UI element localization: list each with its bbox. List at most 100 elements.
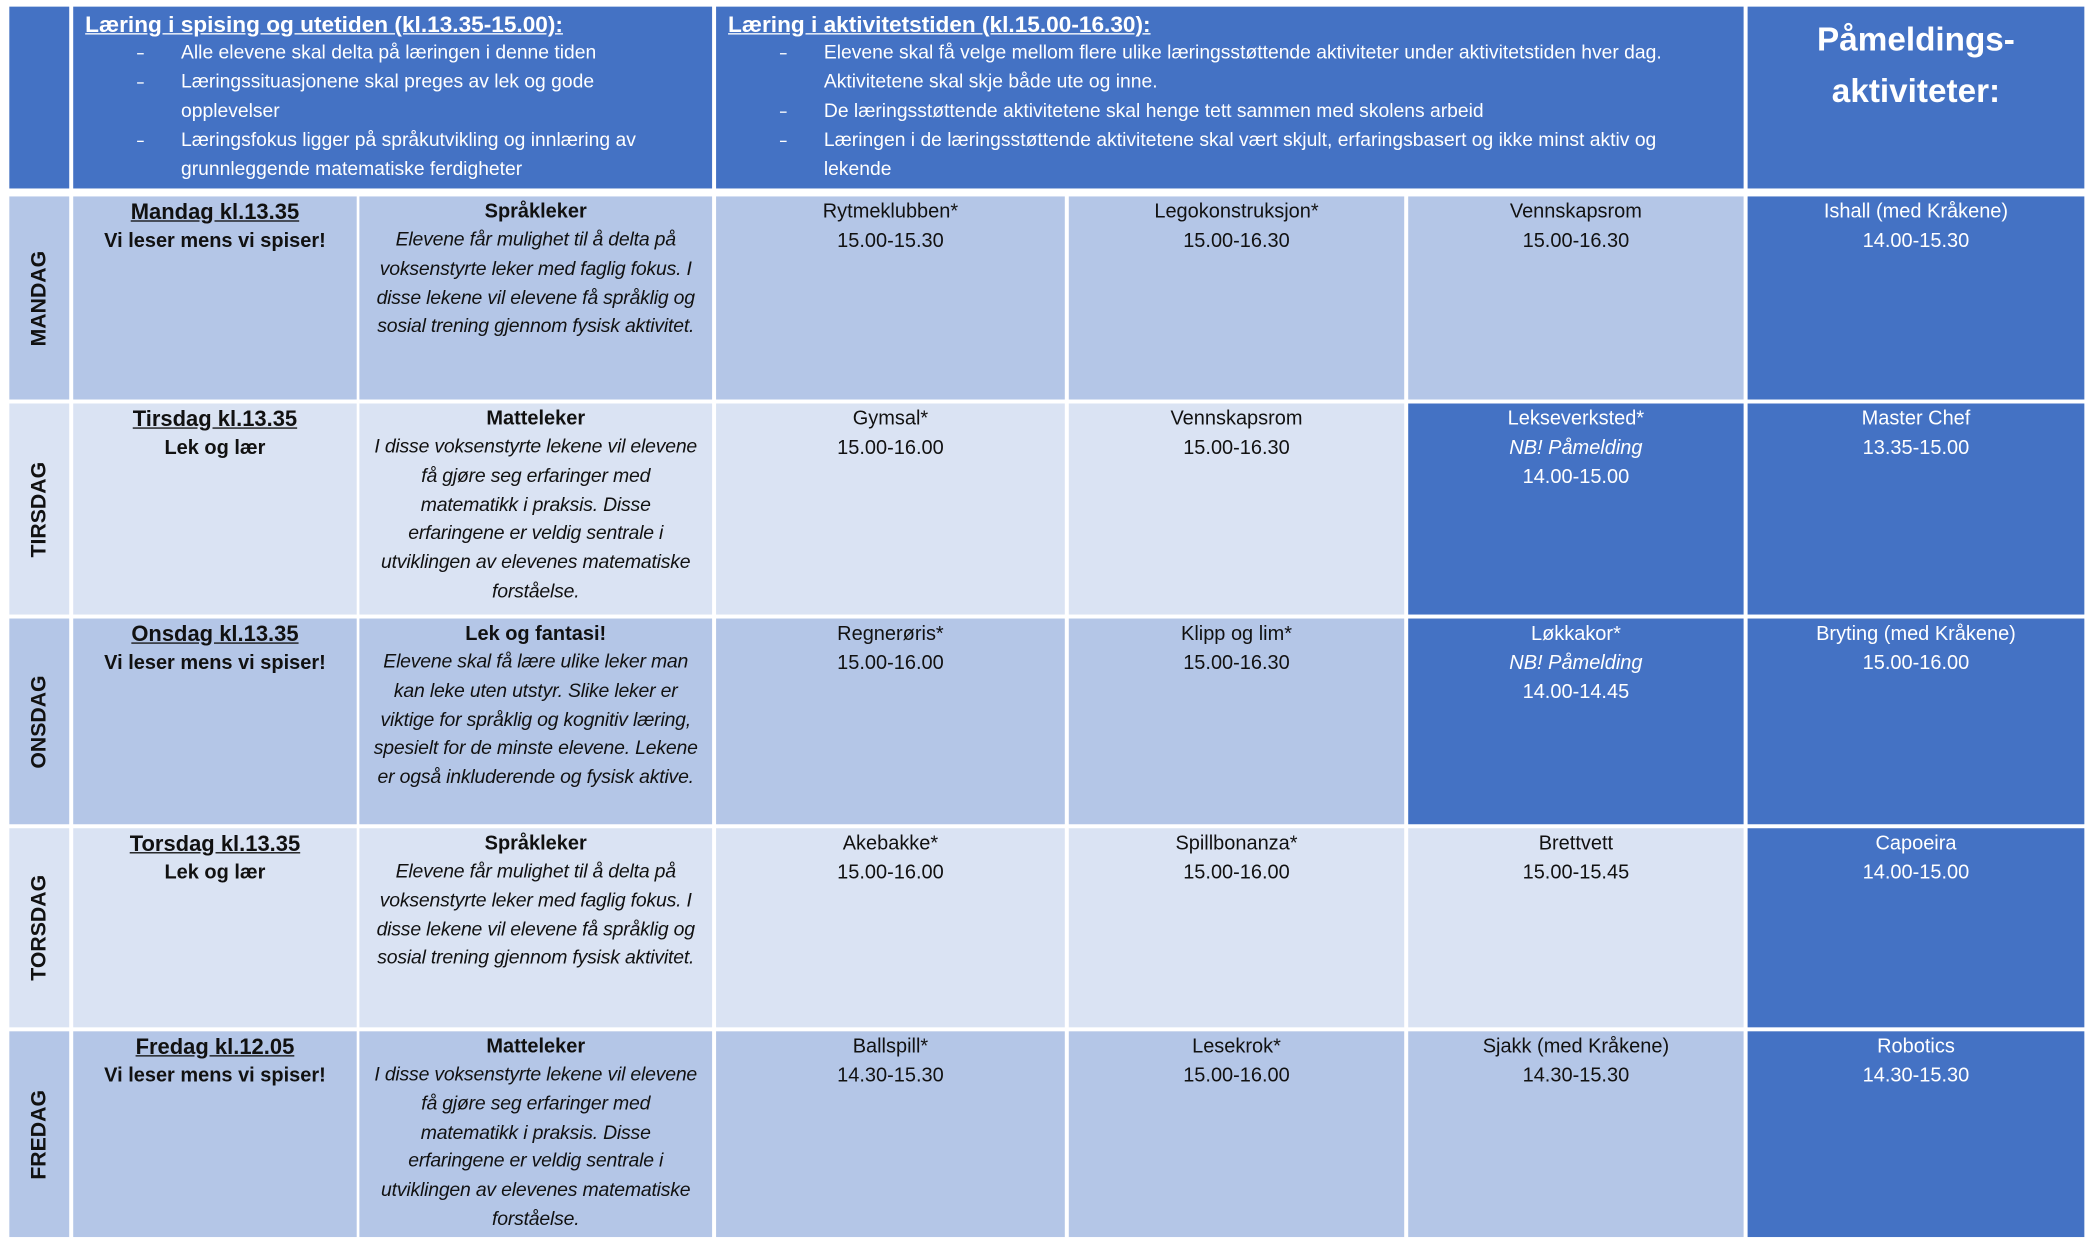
lesson-title: Matteleker [486, 1035, 586, 1058]
time-note: Lek og lær [164, 436, 266, 460]
signup-name: Master Chef [1861, 407, 1971, 431]
activity-name: Gymsal* [852, 407, 929, 431]
time-title: Onsdag kl.13.35 [131, 622, 299, 647]
activity-name: Brettvett [1538, 832, 1614, 855]
activity-name: Lekseverksted* [1507, 407, 1645, 431]
signup-title-line: aktiviteter: [1831, 73, 2001, 111]
activity-cell: Lesekrok* 15.00-16.00 [1068, 1031, 1405, 1238]
lesson-cell: Språkleker Elevene får mulighet til å del… [359, 828, 713, 1028]
time-title: Tirsdag kl.13.35 [132, 407, 298, 432]
bullet-item: Læringssituasjonene skal preges av lek o… [73, 68, 712, 126]
time-title: Torsdag kl.13.35 [129, 832, 301, 857]
activity-time: 15.00-16.30 [1522, 229, 1630, 253]
activity-name: Legokonstruksjon* [1154, 200, 1319, 223]
activity-time: 14.30-15.30 [1522, 1064, 1630, 1088]
signup-name: Bryting (med Kråkene) [1816, 622, 2016, 646]
header-corner [9, 6, 70, 189]
activity-time: 15.00-16.30 [1183, 436, 1290, 460]
lesson-cell: Språkleker Elevene får mulighet til å del… [359, 196, 713, 400]
day-label: FREDAG [27, 1089, 50, 1180]
lesson-title: Språkleker [484, 832, 587, 855]
activity-cell: Løkkakor* NB! Påmelding 14.00-14.45 [1408, 618, 1744, 825]
bullet-text: Læringen i de læringsstøttende aktivitet… [823, 130, 1657, 181]
day-cell: FREDAG [9, 1031, 70, 1238]
signup-cell: Bryting (med Kråkene) 15.00-16.00 [1747, 618, 2085, 825]
activity-name: Rytmeklubben* [822, 200, 959, 223]
time-title: Fredag kl.12.05 [135, 1035, 295, 1060]
bullet-dash [137, 140, 144, 143]
activity-cell: Lekseverksted* NB! Påmelding 14.00-15.00 [1408, 403, 1744, 615]
time-note: Lek og lær [164, 861, 266, 884]
signup-title-line: Påmeldings- [1817, 21, 2015, 59]
signup-time: 14.00-15.30 [1862, 229, 1970, 253]
bullet-dash [779, 53, 787, 55]
signup-cell: Ishall (med Kråkene) 14.00-15.30 [1747, 196, 2085, 400]
day-cell: TORSDAG [9, 828, 70, 1028]
activity-name: Spillbonanza* [1175, 832, 1298, 855]
activity-cell: Rytmeklubben* 15.00-15.30 [716, 196, 1065, 400]
day-label: TORSDAG [27, 874, 50, 981]
time-cell: Tirsdag kl.13.35 Lek og lær [73, 403, 357, 615]
day-label: TIRSDAG [27, 461, 50, 557]
activity-cell: Legokonstruksjon* 15.00-16.30 [1068, 196, 1405, 400]
signup-header: Påmeldings-aktiviteter: [1747, 6, 2085, 189]
activity-cell: Vennskapsrom 15.00-16.30 [1068, 403, 1405, 615]
bullet-item: De læringsstøttende aktivitetene skal he… [716, 97, 1744, 126]
lesson-text: I disse voksenstyrte lekene vil elevene … [374, 1064, 698, 1231]
activity-name: Løkkakor* [1530, 622, 1621, 646]
header-column: Læring i aktivitetstiden (kl.15.00-16.30… [716, 6, 1744, 189]
lesson-cell: Lek og fantasi! Elevene skal få lære ulik… [359, 618, 713, 825]
activity-name: Akebakke* [842, 832, 939, 855]
lesson-text: Elevene får mulighet til å delta på voks… [376, 229, 696, 338]
activity-name: Regnerøris* [837, 622, 944, 646]
header-title: Læring i aktivitetstiden (kl.15.00-16.30… [728, 11, 1151, 38]
signup-name: Capoeira [1875, 832, 1957, 855]
time-cell: Onsdag kl.13.35 Vi leser mens vi spiser! [73, 618, 357, 825]
bullet-text: Alle elevene skal delta på læringen i de… [181, 42, 597, 64]
time-title: Mandag kl.13.35 [130, 200, 300, 225]
activity-time: 15.00-16.00 [837, 436, 944, 460]
activity-note: NB! Påmelding [1509, 436, 1643, 460]
bullet-text: Elevene skal få velge mellom flere ulike… [823, 42, 1662, 93]
lesson-text: Elevene får mulighet til å delta på voks… [376, 861, 696, 970]
activity-cell: Gymsal* 15.00-16.00 [716, 403, 1065, 615]
activity-cell: Ballspill* 14.30-15.30 [716, 1031, 1065, 1238]
bullet-text: De læringsstøttende aktivitetene skal he… [823, 100, 1484, 123]
day-cell: TIRSDAG [9, 403, 70, 615]
bullet-dash [779, 111, 787, 113]
activity-time: 14.00-14.45 [1522, 680, 1630, 704]
lesson-text: I disse voksenstyrte lekene vil elevene … [374, 436, 698, 603]
activity-cell: Vennskapsrom 15.00-16.30 [1408, 196, 1744, 400]
activity-time: 15.00-16.00 [1183, 1064, 1290, 1088]
time-note: Vi leser mens vi spiser! [104, 651, 326, 675]
activity-time: 15.00-15.45 [1522, 861, 1630, 884]
activity-cell: Akebakke* 15.00-16.00 [716, 828, 1065, 1028]
signup-time: 14.30-15.30 [1862, 1064, 1970, 1088]
bullet-item: Alle elevene skal delta på læringen i de… [73, 38, 712, 67]
time-note: Vi leser mens vi spiser! [104, 229, 326, 253]
activity-time: 15.00-16.30 [1183, 651, 1290, 675]
time-cell: Mandag kl.13.35 Vi leser mens vi spiser! [73, 196, 357, 400]
activity-cell: Klipp og lim* 15.00-16.30 [1068, 618, 1405, 825]
activity-cell: Spillbonanza* 15.00-16.00 [1068, 828, 1405, 1028]
signup-time: 14.00-15.00 [1862, 861, 1970, 884]
activity-time: 14.00-15.00 [1522, 465, 1630, 489]
time-cell: Fredag kl.12.05 Vi leser mens vi spiser! [73, 1031, 357, 1238]
activity-name: Vennskapsrom [1509, 200, 1642, 223]
time-cell: Torsdag kl.13.35 Lek og lær [73, 828, 357, 1028]
day-label: ONSDAG [27, 674, 50, 768]
activity-note: NB! Påmelding [1509, 651, 1643, 675]
activity-time: 15.00-16.00 [1183, 861, 1290, 884]
signup-time: 13.35-15.00 [1862, 436, 1970, 460]
bullet-dash [779, 140, 787, 143]
lesson-title: Matteleker [486, 407, 586, 431]
day-cell: ONSDAG [9, 618, 70, 825]
lesson-cell: Matteleker I disse voksenstyrte lekene vi… [359, 403, 713, 615]
signup-time: 15.00-16.00 [1862, 651, 1970, 675]
lesson-cell: Matteleker I disse voksenstyrte lekene vi… [359, 1031, 713, 1238]
activity-time: 15.00-16.00 [837, 861, 944, 884]
header-title: Læring i spising og utetiden (kl.13.35-1… [85, 11, 563, 38]
